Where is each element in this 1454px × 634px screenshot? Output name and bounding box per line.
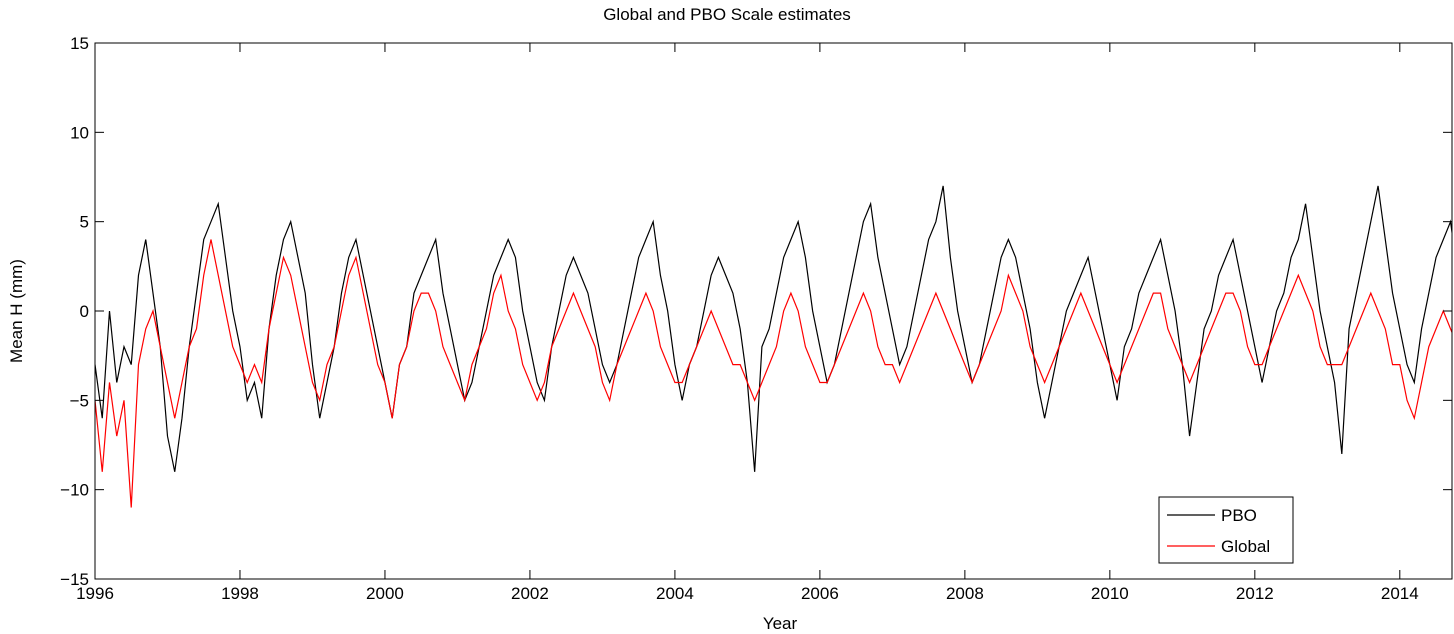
x-tick-label: 2006 bbox=[801, 584, 839, 603]
y-tick-label: −15 bbox=[60, 570, 89, 589]
x-axis-label: Year bbox=[763, 614, 798, 633]
x-tick-label: 2002 bbox=[511, 584, 549, 603]
y-tick-label: 10 bbox=[70, 123, 89, 142]
legend-box bbox=[1158, 496, 1294, 564]
y-axis-label: Mean H (mm) bbox=[7, 259, 26, 363]
x-tick-label: 2008 bbox=[946, 584, 984, 603]
x-tick-label: 2010 bbox=[1091, 584, 1129, 603]
y-tick-label: −10 bbox=[60, 481, 89, 500]
x-tick-label: 2004 bbox=[656, 584, 694, 603]
series-line bbox=[95, 239, 1452, 508]
chart-title: Global and PBO Scale estimates bbox=[603, 5, 851, 24]
y-tick-label: 5 bbox=[80, 213, 89, 232]
y-tick-label: −5 bbox=[70, 391, 89, 410]
x-tick-label: 2014 bbox=[1381, 584, 1419, 603]
series-line bbox=[95, 185, 1452, 472]
y-tick-label: 15 bbox=[70, 34, 89, 53]
legend-label: Global bbox=[1221, 537, 1270, 556]
x-tick-label: 2012 bbox=[1236, 584, 1274, 603]
legend-label: PBO bbox=[1221, 506, 1257, 525]
x-tick-label: 1996 bbox=[76, 584, 114, 603]
x-tick-label: 1998 bbox=[221, 584, 259, 603]
y-tick-label: 0 bbox=[80, 302, 89, 321]
x-tick-label: 2000 bbox=[366, 584, 404, 603]
